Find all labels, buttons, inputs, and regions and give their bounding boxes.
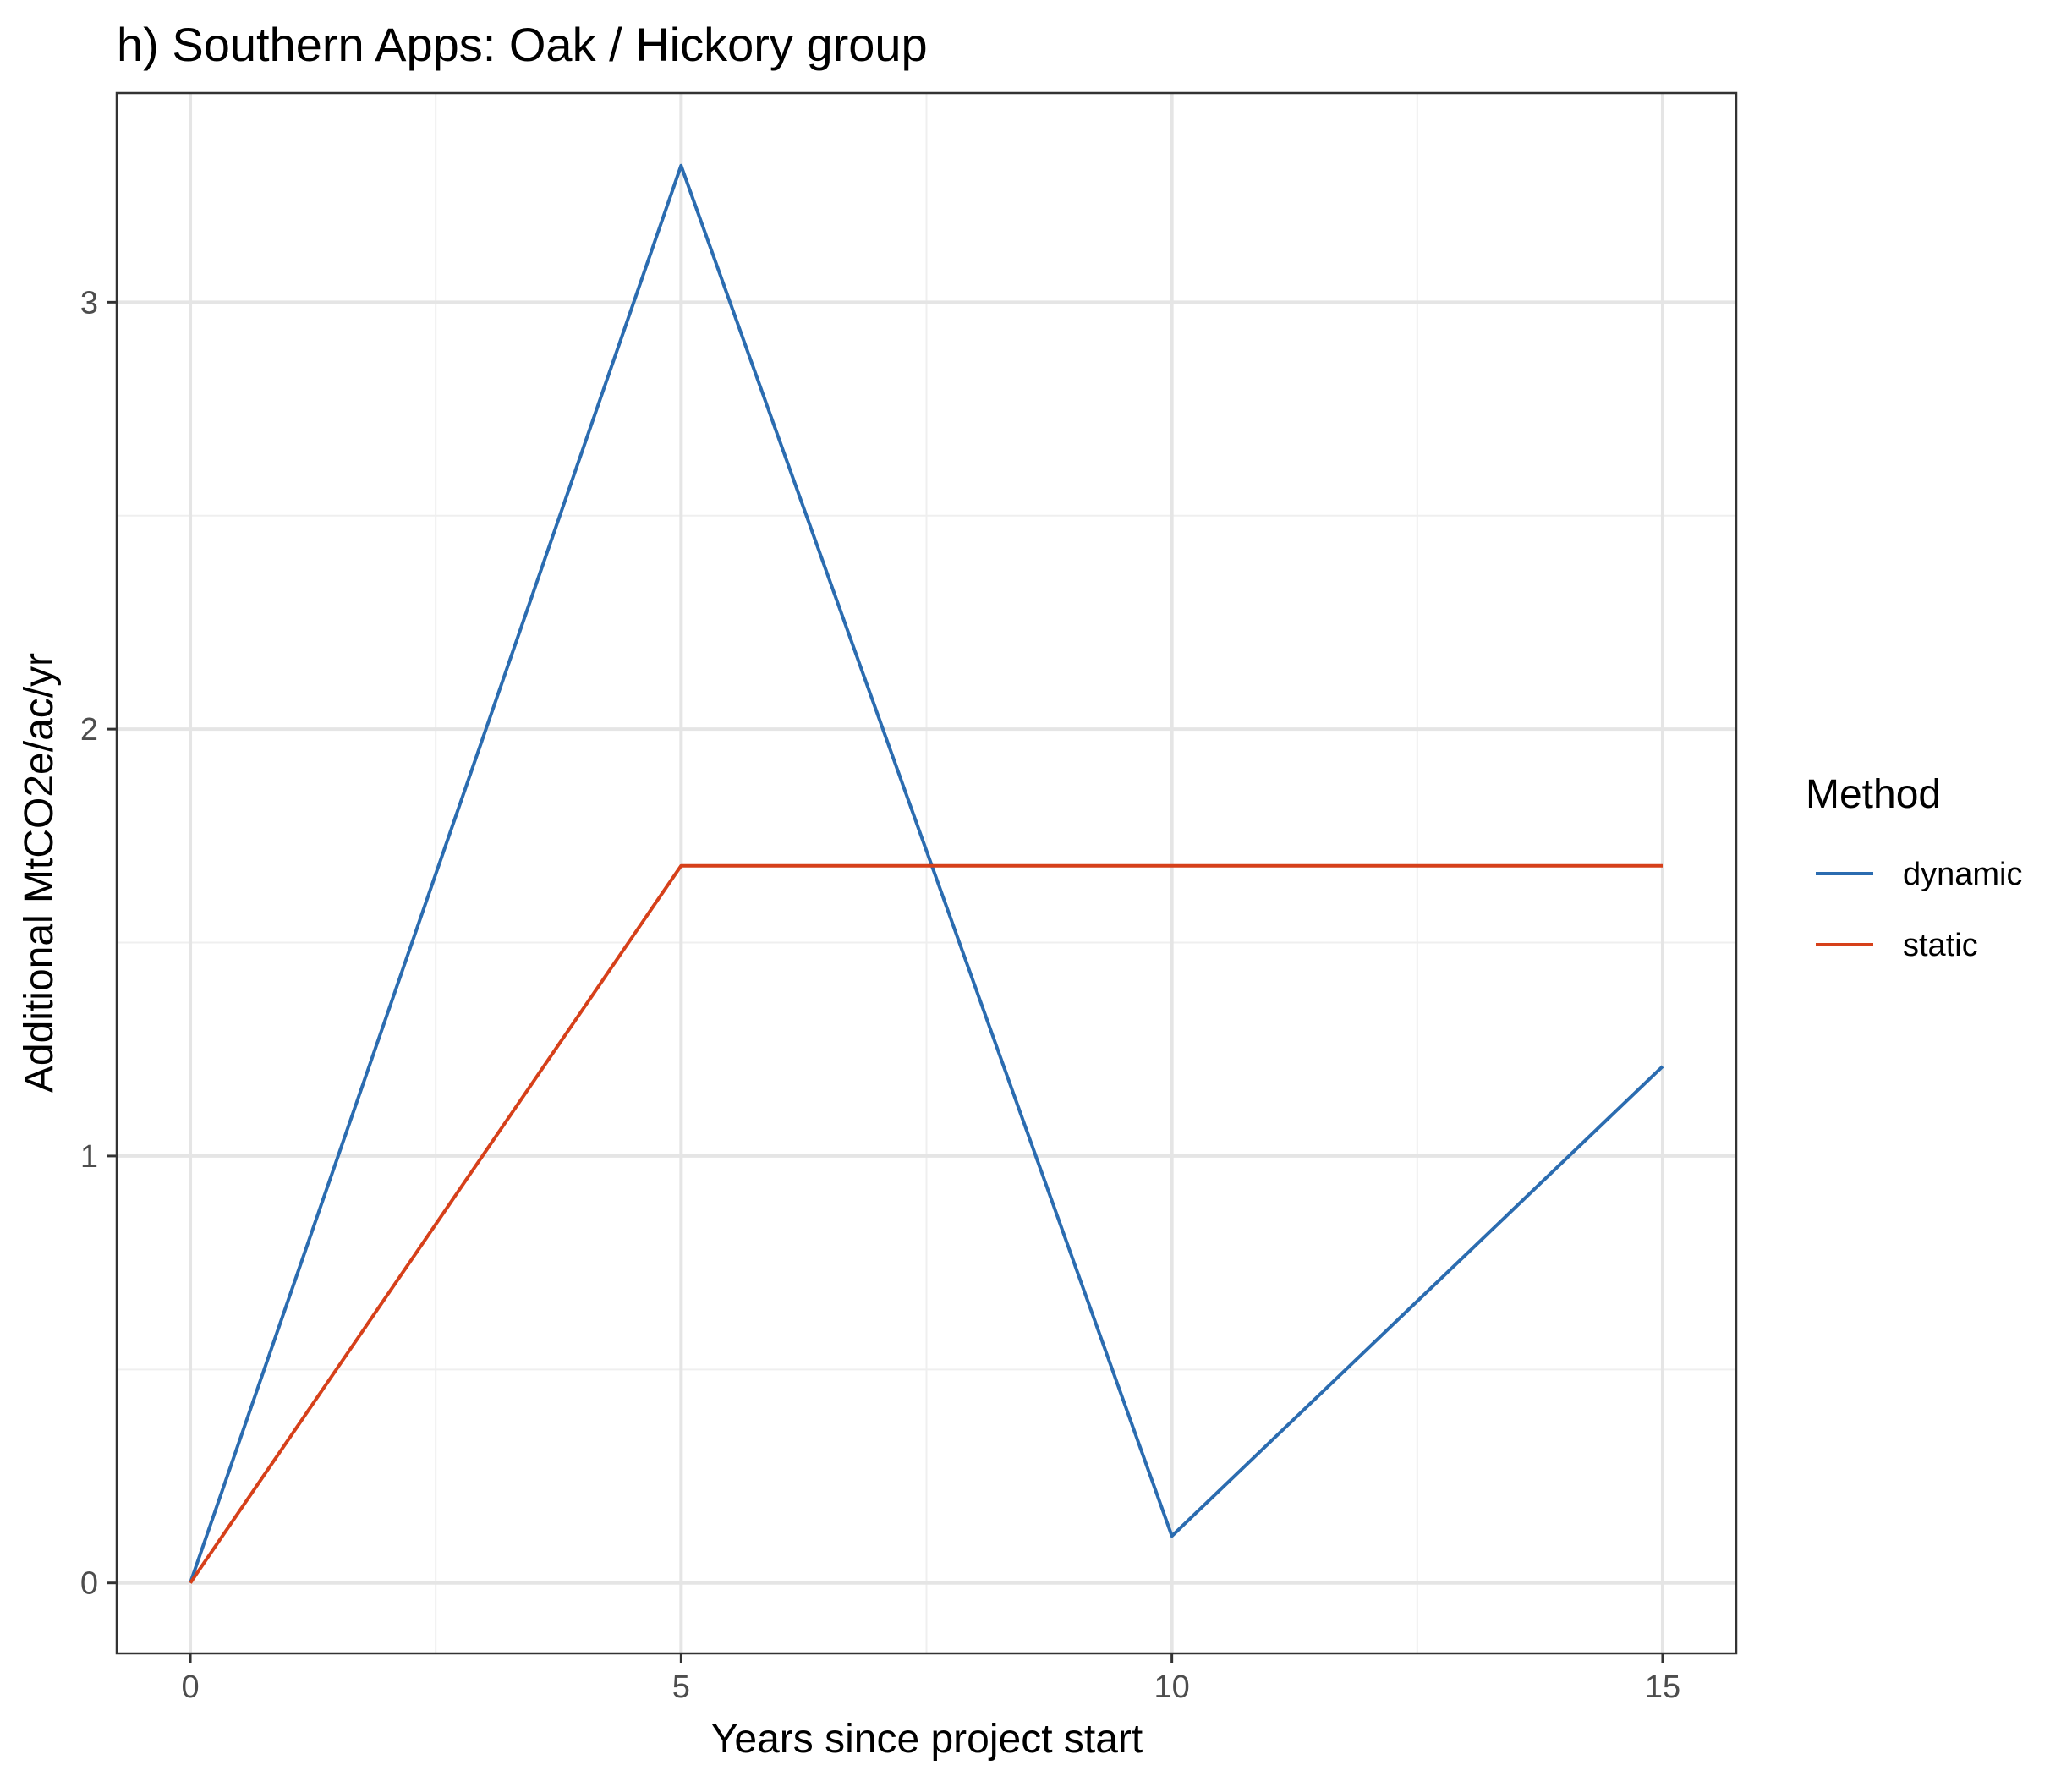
y-tick-label: 2 (80, 712, 98, 748)
series-line-static (189, 863, 1663, 1584)
y-tick-label: 1 (80, 1139, 98, 1175)
x-tick-label: 15 (1645, 1669, 1680, 1705)
y-tick-label: 3 (80, 285, 98, 321)
x-tick-label: 0 (181, 1669, 199, 1705)
major-gridlines (117, 93, 1736, 1653)
panel-border (115, 91, 1738, 1655)
series-lines (189, 163, 1664, 1584)
x-axis-title: Years since project start (711, 1717, 1143, 1762)
series-line-dynamic (189, 163, 1664, 1584)
y-axis-title: Additional MtCO2e/ac/yr (17, 653, 62, 1093)
plot-panel (115, 91, 1738, 1655)
minor-gridlines (117, 93, 1736, 1653)
y-axis: 0 1 2 3 (80, 285, 117, 1602)
legend-label-static: static (1903, 928, 1978, 963)
x-tick-label: 5 (672, 1669, 690, 1705)
legend: Method dynamic static (1806, 772, 2023, 963)
x-tick-label: 10 (1154, 1669, 1190, 1705)
legend-label-dynamic: dynamic (1903, 857, 2023, 892)
chart-title: h) Southern Apps: Oak / Hickory group (117, 18, 928, 71)
x-axis: 0 5 10 15 (181, 1653, 1680, 1705)
y-tick-label: 0 (80, 1566, 98, 1602)
legend-title: Method (1806, 772, 1941, 817)
